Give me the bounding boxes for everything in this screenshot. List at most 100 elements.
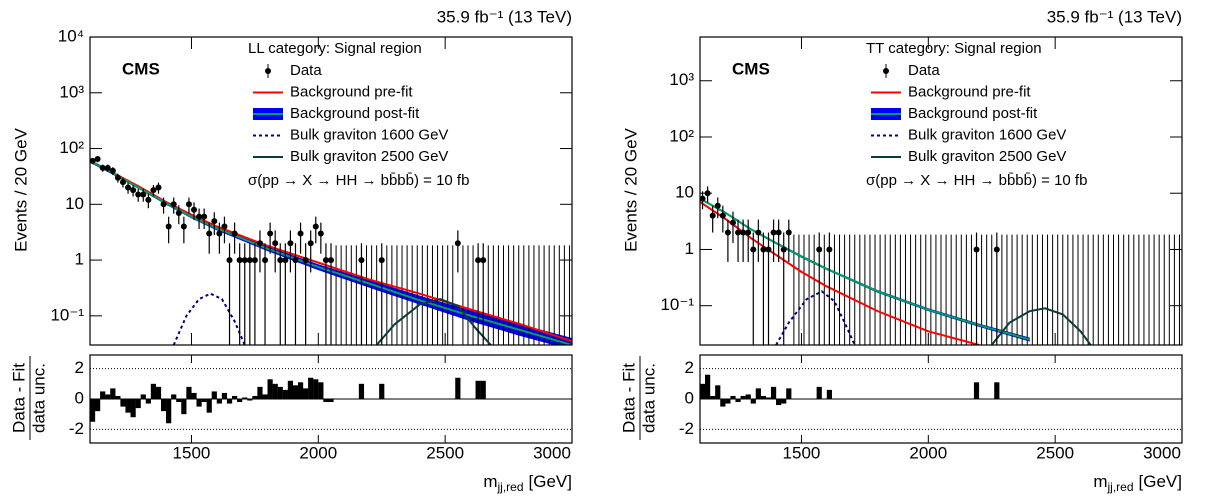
data-point [729,219,736,226]
legend-title: TT category: Signal region [866,40,1042,57]
legend-label: Bulk graviton 1600 GeV [908,126,1066,143]
data-point [322,257,329,264]
data-point [780,246,787,253]
data-point [196,213,203,220]
data-point [165,223,172,230]
x-axis-label: mjj,red [GeV] [483,472,572,494]
legend-label: Bulk graviton 1600 GeV [290,126,448,143]
data-point [180,223,187,230]
pull-bar [95,399,101,412]
data-point [236,257,243,264]
lumi-label: 35.9 fb⁻¹ (13 TeV) [437,7,572,26]
data-point [251,257,258,264]
ratio-frame [699,354,1183,444]
pull-bar [379,383,385,399]
legend-label: Data [290,62,322,79]
data-point [90,157,96,164]
pull-bar [480,380,486,399]
data-point [104,164,111,171]
x-tick-label: 1500 [173,443,211,462]
data-point [993,246,1000,253]
data-point [454,240,461,247]
y-tick-label: 10 [65,194,84,213]
pull-bar [252,395,258,399]
data-point [231,230,238,237]
pull-bar [730,395,736,399]
pull-bar [277,386,283,399]
pull-bar [105,394,111,399]
data-point [328,257,334,264]
pull-bar [242,397,248,399]
x-axis-label-symbol: m [483,472,497,491]
data-point [307,240,314,247]
data-point [272,240,279,247]
data-point [770,229,777,236]
pull-bar [120,399,126,407]
data-point [125,184,132,191]
y-tick-label: 10³ [669,70,694,89]
ratio-label-denominator: data unc. [29,363,48,433]
data-point [826,246,833,253]
ratio-y-tick-label: 0 [75,388,84,407]
y-axis-label: Events / 20 GeV [621,127,640,251]
y-tick-label: 10³ [59,82,84,101]
data-point [709,212,716,219]
pull-bar [145,399,151,404]
data-point [155,184,162,191]
data-point [750,246,757,253]
pull-bar [826,389,832,399]
y-tick-label: 1 [685,239,694,258]
curve [775,290,856,345]
pull-bar [287,380,294,399]
ratio-y-tick-label: -2 [679,419,694,438]
data-point [775,229,782,236]
data-point [130,187,137,194]
data-point [175,209,182,216]
lumi-label: 35.9 fb⁻¹ (13 TeV) [1047,7,1182,26]
x-axis-label-unit: [GeV] [529,472,572,491]
data-point [785,229,792,236]
data-point [201,213,208,220]
x-tick-label: 2500 [1036,443,1074,462]
data-point [740,229,747,236]
data-point [277,257,284,264]
pull-bar [715,385,721,399]
data-point [114,174,121,181]
data-point [226,257,233,264]
pull-bar [994,382,1000,399]
x-tick-label: 2000 [299,443,337,462]
pull-bar [297,382,304,399]
data-point [700,195,706,202]
curve [375,298,492,345]
experiment-label: CMS [122,59,160,78]
data-point [191,206,198,213]
data-point [109,167,116,174]
pull-bar [257,386,263,399]
ratio-y-tick-label: 0 [685,388,694,407]
data-point [99,164,106,171]
pull-bar [89,399,96,422]
data-point [150,187,157,194]
x-tick-label: 3000 [533,443,571,462]
curve [172,292,246,345]
pull-bar [181,399,187,415]
pull-bar [740,395,746,399]
pull-bar [710,395,716,399]
x-axis-label: mjj,red [GeV] [1093,472,1182,494]
y-tick-label: 1 [75,250,84,269]
ratio-y-tick-label: -2 [69,419,84,438]
legend-label: Background post-fit [290,105,420,122]
pull-bar [816,386,822,399]
pull-bar [267,379,273,399]
pull-bar [171,394,177,399]
pull-bar [776,399,782,406]
pull-bar [455,377,461,399]
legend-label: Data [908,62,940,79]
ratio-y-tick-label: 2 [75,358,84,377]
pull-bar [176,399,182,403]
data-point [287,240,294,247]
legend-title: LL category: Signal region [248,40,422,57]
pull-bar [100,391,106,399]
pull-bar [221,392,228,399]
data-point [119,179,126,186]
